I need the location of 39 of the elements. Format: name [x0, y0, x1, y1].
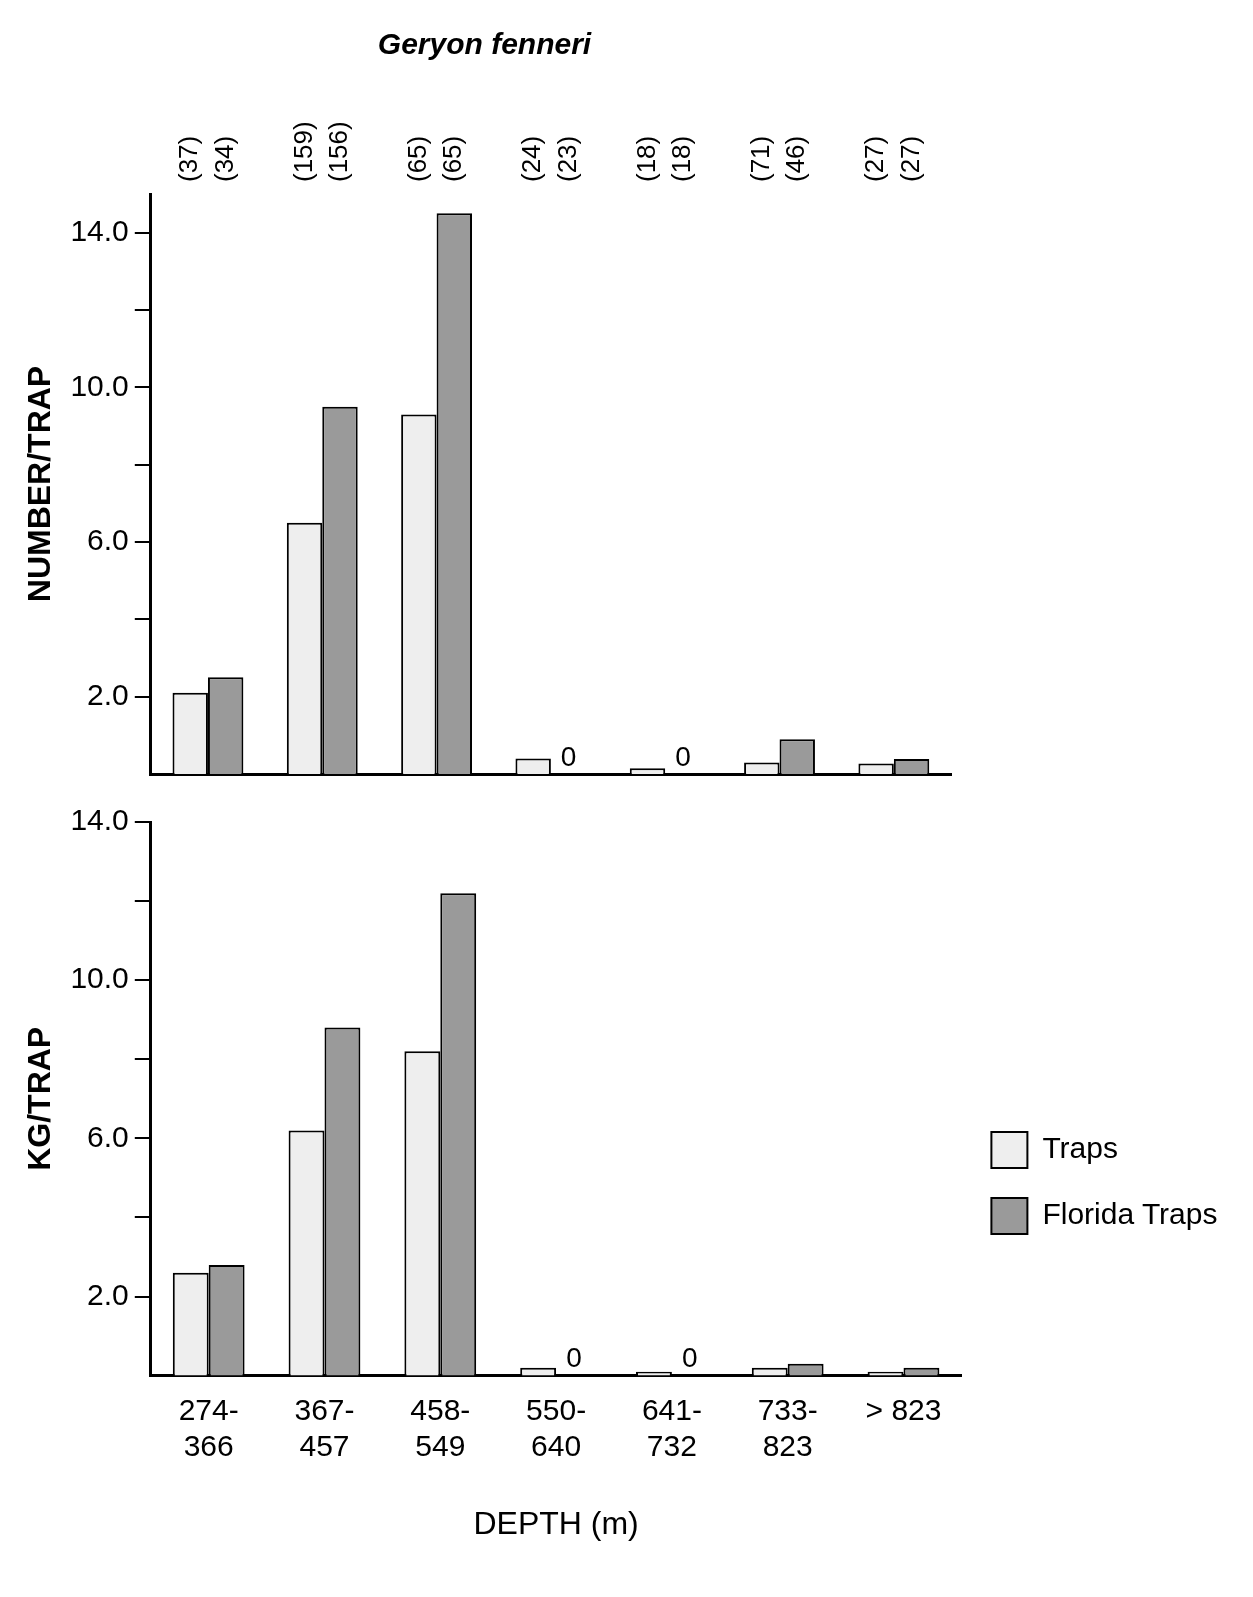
text: (159): [287, 121, 318, 182]
y-tick-label: 2.0: [87, 1277, 129, 1311]
data-label: 0: [675, 740, 691, 772]
x-tick-label: 550-640: [526, 1392, 587, 1462]
y-tick-label: 6.0: [87, 1119, 129, 1153]
text: (27): [859, 135, 890, 182]
data-label: 0: [682, 1342, 698, 1374]
y-tick-label: 14.0: [70, 213, 129, 247]
text: (34): [208, 135, 239, 182]
text: (65): [437, 135, 468, 182]
y-axis-title: NUMBER/TRAP: [21, 365, 58, 603]
text: (24): [516, 135, 547, 182]
y-tick-label: 14.0: [70, 803, 129, 837]
chart-title: Geryon fenneri: [377, 27, 592, 61]
legend-label: Florida Traps: [1042, 1197, 1218, 1231]
data-label: 0: [566, 1342, 582, 1374]
x-axis-title: DEPTH (m): [473, 1504, 639, 1541]
text: (71): [744, 135, 775, 182]
y-tick-label: 6.0: [87, 523, 129, 557]
text: (27): [894, 135, 925, 182]
y-tick-label: 10.0: [70, 368, 129, 402]
text: (46): [780, 135, 811, 182]
x-tick-label: 641-732: [641, 1392, 702, 1462]
x-tick-label: 733-823: [757, 1392, 818, 1462]
text: (18): [666, 135, 697, 182]
data-label: 0: [560, 740, 577, 772]
legend-label: Traps: [1042, 1131, 1118, 1165]
x-tick-label: 367-457: [294, 1392, 355, 1462]
x-tick-label: 458-549: [410, 1392, 471, 1462]
text: (23): [551, 135, 582, 182]
text: (156): [323, 121, 354, 182]
x-tick-label: 274-366: [178, 1392, 239, 1462]
text: (18): [630, 135, 661, 182]
y-tick-label: 2.0: [87, 677, 129, 711]
text: (65): [402, 135, 433, 182]
y-tick-label: 10.0: [70, 961, 129, 995]
y-axis-title: KG/TRAP: [21, 1026, 58, 1171]
text: (37): [173, 135, 204, 182]
x-tick-label: > 823: [865, 1392, 942, 1426]
